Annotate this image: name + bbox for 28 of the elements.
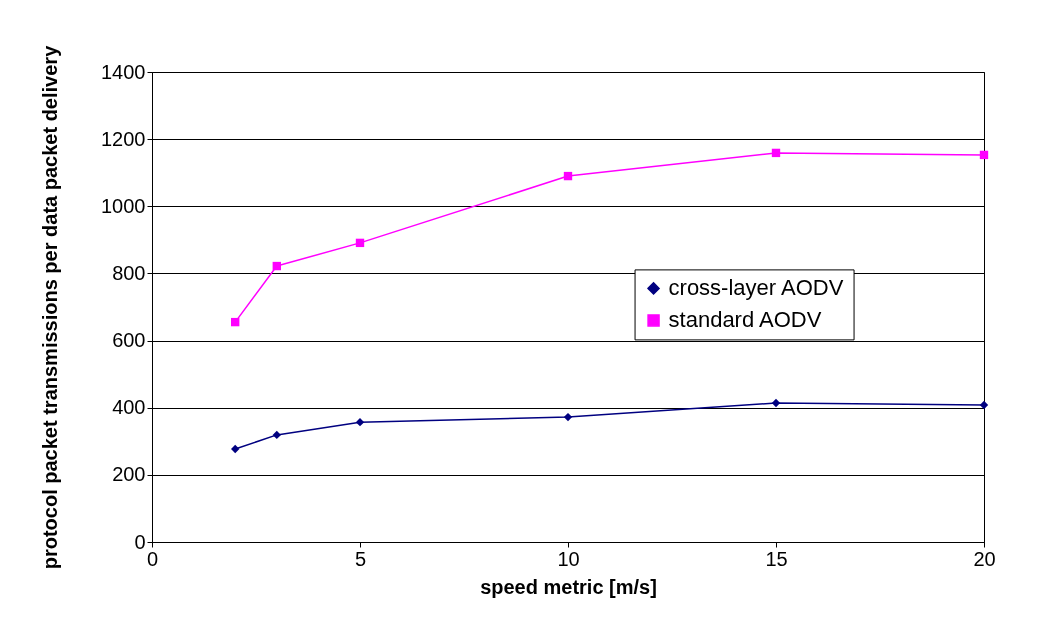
- point: [979, 400, 989, 410]
- x-tick-label: 5: [354, 547, 367, 570]
- y-tick-label: 1200: [101, 127, 146, 150]
- x-tick-label: 10: [557, 547, 580, 570]
- point: [355, 417, 365, 427]
- point: [563, 171, 573, 181]
- point: [231, 444, 240, 454]
- x-axis-title: speed metric [m/s]: [480, 575, 657, 598]
- y-tick-label: 200: [112, 463, 146, 486]
- point: [979, 150, 989, 160]
- point: [563, 412, 573, 422]
- y-tick-label: 400: [112, 396, 146, 419]
- y-axis-title: protocol packet transmissions per data packet delivery: [39, 44, 62, 570]
- x-tick-label: 20: [973, 547, 996, 570]
- point: [272, 430, 281, 440]
- point: [272, 261, 281, 271]
- point: [771, 148, 781, 158]
- point: [771, 398, 781, 408]
- point: [231, 317, 240, 327]
- y-tick-label: 800: [112, 261, 146, 284]
- point: [355, 238, 365, 248]
- y-tick-label: 1400: [101, 60, 146, 83]
- legend-label: cross-layer AODV: [668, 275, 844, 301]
- legend-label: standard AODV: [668, 307, 822, 333]
- y-tick-label: 600: [112, 329, 146, 352]
- x-tick-label: 15: [765, 547, 788, 570]
- y-tick-label: 1000: [101, 194, 146, 217]
- y-tick-label: 0: [134, 530, 146, 553]
